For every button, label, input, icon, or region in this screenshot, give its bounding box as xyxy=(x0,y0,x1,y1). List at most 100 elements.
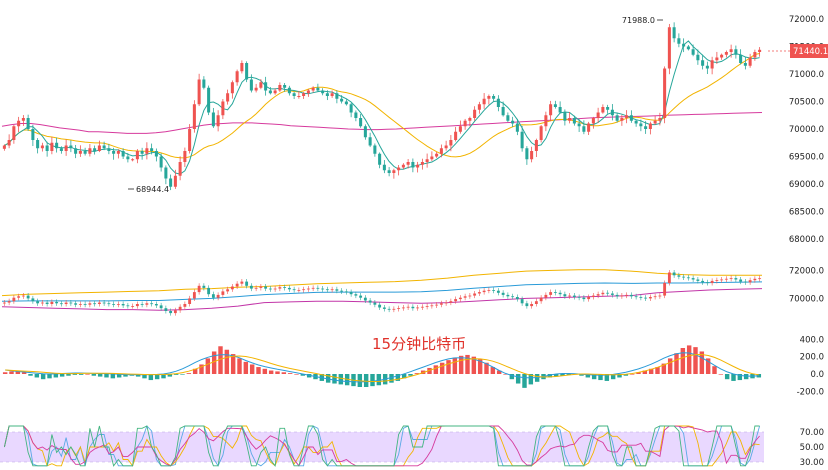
boll-candle xyxy=(297,287,301,293)
boll-candle xyxy=(591,293,595,300)
boll-candle xyxy=(83,301,87,308)
boll-candle xyxy=(145,300,149,308)
macd-bar xyxy=(674,353,679,374)
candle xyxy=(715,51,719,64)
macd-tick-label: 0.0 xyxy=(810,370,824,380)
candle xyxy=(525,146,529,165)
macd-bar xyxy=(110,374,116,379)
candle xyxy=(629,110,633,123)
candle xyxy=(596,107,600,123)
boll-candle xyxy=(515,294,519,302)
candle xyxy=(515,118,519,136)
boll-candle xyxy=(568,293,572,299)
boll-candle xyxy=(368,297,372,306)
candle xyxy=(496,95,500,112)
boll-candle xyxy=(435,302,439,308)
candle xyxy=(648,121,652,135)
candle xyxy=(363,124,367,140)
boll-candle xyxy=(116,301,120,308)
boll-candle xyxy=(648,294,652,301)
candle xyxy=(40,142,44,152)
candle xyxy=(411,158,415,173)
macd-bar xyxy=(427,367,432,374)
boll-candle xyxy=(359,293,363,301)
macd-bar xyxy=(585,374,591,378)
boll-candle xyxy=(411,304,415,311)
boll-candle xyxy=(55,299,59,306)
boll-candle xyxy=(463,293,467,301)
candle xyxy=(520,125,524,152)
candle xyxy=(183,147,187,168)
boll-candle xyxy=(705,279,709,286)
boll-candle xyxy=(701,278,705,285)
boll-candle xyxy=(97,300,101,307)
candle xyxy=(344,99,348,106)
boll-candle xyxy=(240,279,244,287)
boll-candle xyxy=(69,300,73,306)
boll-candle xyxy=(644,295,648,301)
candlesticks xyxy=(2,22,762,191)
boll-upper-line xyxy=(1,269,762,297)
macd-bar xyxy=(205,358,211,374)
boll-candle xyxy=(758,275,762,282)
boll-candle xyxy=(425,303,429,310)
boll-candle xyxy=(449,298,453,306)
macd-bar xyxy=(471,356,477,374)
boll-candle xyxy=(734,275,738,283)
boll-candle xyxy=(724,276,728,283)
candle xyxy=(572,115,576,126)
boll-candle xyxy=(430,302,434,309)
boll-candle xyxy=(743,279,747,285)
macd-bar xyxy=(408,374,413,376)
boll-candle xyxy=(606,290,610,297)
candle xyxy=(577,118,581,132)
candle xyxy=(140,147,144,160)
macd-bar xyxy=(724,374,730,380)
macd-bar xyxy=(211,351,217,374)
candle xyxy=(188,124,192,154)
macd-bar xyxy=(268,370,274,374)
macd-bar xyxy=(262,368,268,374)
candle xyxy=(211,107,215,128)
boll-candle xyxy=(178,304,182,313)
candle xyxy=(482,93,486,109)
candle xyxy=(401,163,405,170)
candle xyxy=(264,76,268,96)
boll-candle xyxy=(506,292,510,299)
candle xyxy=(121,148,125,160)
boll-candle xyxy=(93,300,97,307)
macd-bar xyxy=(294,374,299,375)
boll-candle xyxy=(245,279,249,289)
macd-bar xyxy=(617,374,622,378)
candle xyxy=(701,54,705,70)
candle xyxy=(116,149,120,159)
macd-bar xyxy=(737,374,743,381)
candle xyxy=(468,116,472,127)
boll-candle xyxy=(387,306,391,313)
candle xyxy=(739,49,743,65)
candle xyxy=(349,103,353,118)
boll-candle xyxy=(88,300,92,308)
boll-candle xyxy=(50,299,54,307)
bollinger-axis: 72000.0 70000.0 xyxy=(789,266,824,304)
boll-candle xyxy=(663,280,667,299)
candle xyxy=(658,112,662,126)
macd-bar xyxy=(180,374,185,375)
candle xyxy=(112,147,116,160)
candle xyxy=(169,174,173,191)
candle xyxy=(420,158,424,170)
candle xyxy=(549,100,553,122)
candle xyxy=(539,124,543,143)
macd-axis: 400.0 200.0 0.0 -200.0 xyxy=(797,335,824,397)
candle xyxy=(382,160,386,174)
candle xyxy=(591,116,595,129)
boll-candle xyxy=(401,304,405,311)
boll-candle xyxy=(154,301,158,308)
candle xyxy=(292,91,296,100)
candle xyxy=(430,151,434,162)
macd-bar xyxy=(9,371,14,374)
candle xyxy=(359,113,363,128)
boll-candle xyxy=(292,286,296,293)
candle xyxy=(17,116,21,133)
macd-bar xyxy=(718,374,724,375)
